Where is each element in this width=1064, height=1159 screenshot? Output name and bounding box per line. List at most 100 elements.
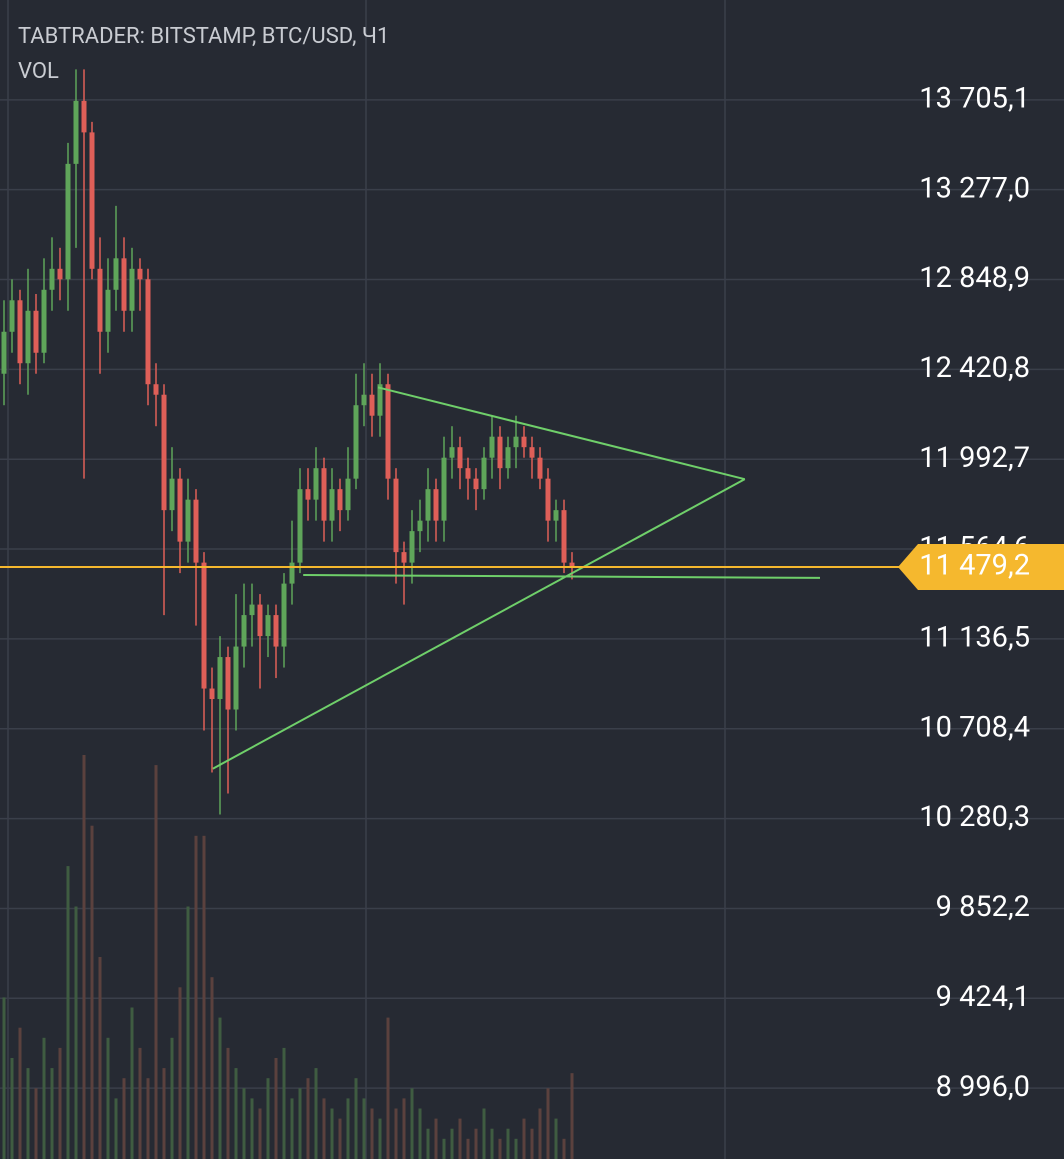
volume-bar xyxy=(122,1078,126,1159)
candle-body xyxy=(89,132,95,269)
candle-body xyxy=(369,394,375,416)
volume-bar xyxy=(538,1108,542,1159)
volume-bar xyxy=(282,1047,286,1159)
volume-bar xyxy=(378,1118,382,1159)
volume-bar xyxy=(82,755,86,1159)
volume-bar xyxy=(146,1078,150,1159)
volume-bar xyxy=(530,1128,534,1159)
volume-bar xyxy=(506,1128,510,1159)
volume-bar xyxy=(162,1068,166,1159)
volume-bar xyxy=(2,997,6,1159)
volume-bar xyxy=(130,1007,134,1159)
y-tick-label: 9 424,1 xyxy=(936,980,1030,1014)
volume-bar xyxy=(114,1098,118,1159)
y-tick-label: 13 705,1 xyxy=(919,81,1030,115)
candle-body xyxy=(385,384,391,479)
volume-bar xyxy=(434,1118,438,1159)
candle-body xyxy=(161,394,167,511)
candle-body xyxy=(569,562,575,567)
volume-bar xyxy=(154,765,158,1159)
volume-bar xyxy=(298,1088,302,1159)
candle-body xyxy=(225,657,231,710)
volume-bar xyxy=(58,1047,62,1159)
volume-bar xyxy=(242,1088,246,1159)
volume-bar xyxy=(234,1068,238,1159)
candle-body xyxy=(257,604,263,637)
volume-bar xyxy=(410,1088,414,1159)
candle-body xyxy=(441,457,447,521)
volume-bar xyxy=(490,1128,494,1159)
last-price-badge xyxy=(898,543,1064,590)
volume-bar xyxy=(546,1088,550,1159)
candle-body xyxy=(337,489,343,511)
candle-body xyxy=(193,499,199,563)
volume-bar xyxy=(10,1058,14,1159)
volume-label: VOL xyxy=(18,59,59,84)
y-tick-label: 8 996,0 xyxy=(936,1070,1030,1104)
y-tick-label: 11 136,5 xyxy=(919,621,1030,655)
candle-body xyxy=(361,394,367,406)
volume-bar xyxy=(314,1068,318,1159)
volume-bar xyxy=(466,1138,470,1159)
candle-body xyxy=(121,258,127,311)
candle-body xyxy=(505,447,511,469)
candle-body xyxy=(137,268,143,280)
candle-body xyxy=(129,268,135,311)
y-tick-label: 11 992,7 xyxy=(919,441,1030,475)
candle-body xyxy=(73,100,79,164)
candle-body xyxy=(97,268,103,332)
candle-body xyxy=(289,562,295,584)
volume-bar xyxy=(394,1108,398,1159)
candle-body xyxy=(513,436,519,448)
candle-body xyxy=(545,478,551,521)
candle-body xyxy=(481,457,487,490)
candle-body xyxy=(409,531,415,563)
volume-bar xyxy=(370,1108,374,1159)
volume-bar xyxy=(498,1138,502,1159)
candle-body xyxy=(457,447,463,469)
candle-body xyxy=(41,289,47,353)
candle-body xyxy=(393,478,399,553)
volume-bar xyxy=(66,866,70,1159)
trendline xyxy=(303,573,821,579)
candle-body xyxy=(297,489,303,563)
y-tick-label: 12 420,8 xyxy=(919,351,1030,385)
volume-bar xyxy=(402,1098,406,1159)
candle-body xyxy=(313,468,319,500)
candle-body xyxy=(217,657,223,700)
volume-bar xyxy=(474,1128,478,1159)
candle-body xyxy=(265,615,271,637)
candle-body xyxy=(201,562,207,689)
volume-bar xyxy=(346,1098,350,1159)
volume-bar xyxy=(258,1108,262,1159)
volume-bar xyxy=(138,1047,142,1159)
y-tick-label: 12 848,9 xyxy=(919,261,1030,295)
volume-bar xyxy=(210,977,214,1159)
volume-bar xyxy=(514,1138,518,1159)
candle-body xyxy=(321,468,327,521)
candle-body xyxy=(537,457,543,479)
candle-body xyxy=(81,100,87,133)
candle-body xyxy=(65,163,71,280)
candle-body xyxy=(177,478,183,542)
trendline xyxy=(212,478,746,770)
candle-body xyxy=(521,436,527,448)
volume-bar xyxy=(274,1058,278,1159)
candle-body xyxy=(249,604,255,616)
volume-bar xyxy=(386,1017,390,1159)
volume-bar xyxy=(226,1047,230,1159)
candle-body xyxy=(241,615,247,647)
volume-bar xyxy=(338,1118,342,1159)
volume-bar xyxy=(50,1068,54,1159)
volume-bar xyxy=(554,1118,558,1159)
candle-body xyxy=(353,405,359,479)
candle-body xyxy=(145,279,151,385)
volume-bar xyxy=(482,1108,486,1159)
candle-body xyxy=(185,499,191,542)
candle-body xyxy=(25,310,31,364)
candle-body xyxy=(209,688,215,700)
volume-bar xyxy=(306,1078,310,1159)
candle-body xyxy=(113,258,119,290)
